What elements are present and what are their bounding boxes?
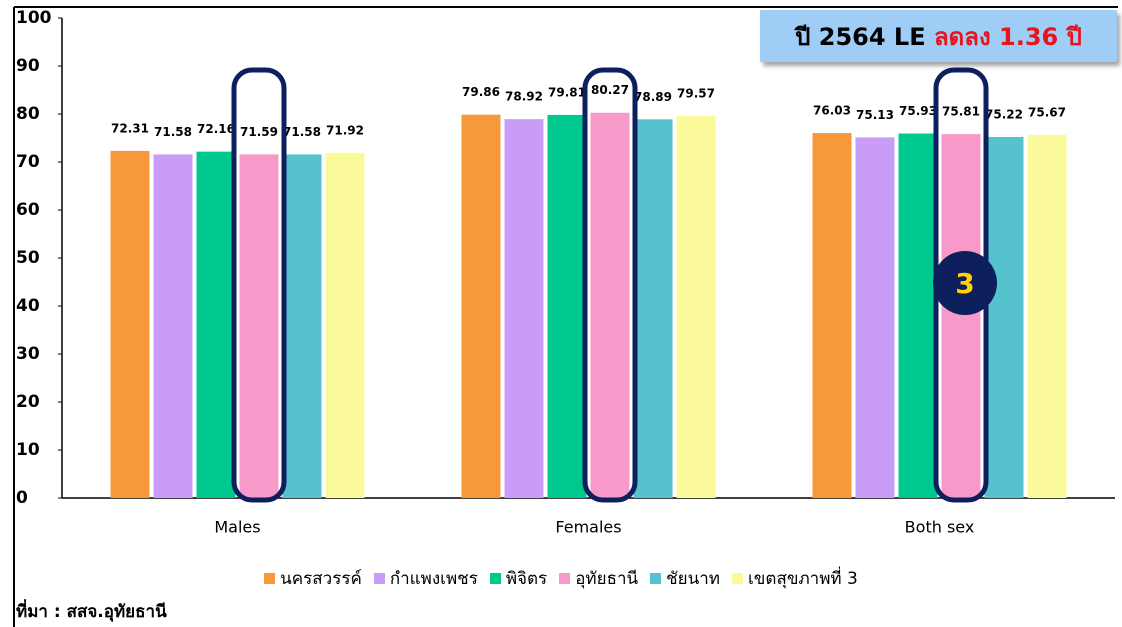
data-label: 75.81 (942, 105, 980, 119)
legend-label: อุทัยธานี (575, 569, 639, 589)
bar (153, 154, 193, 498)
bar (110, 150, 150, 499)
source: ที่มา : สสจ.อุทัยธานี (16, 602, 167, 622)
data-label: 80.27 (591, 83, 629, 97)
y-tick-label: 10 (16, 440, 40, 460)
bar (547, 114, 587, 499)
legend-label: พิจิตร (505, 569, 548, 589)
data-label: 75.22 (985, 107, 1023, 121)
x-tick-label: Males (214, 518, 260, 537)
y-tick-label: 20 (16, 392, 40, 412)
plot: 0 10 20 30 40 50 60 70 80 90 100 Males 72.31 71.58 72.… (16, 8, 1115, 537)
data-label: 72.16 (197, 122, 235, 136)
annotation-text: ปี 2564 LE (795, 22, 934, 51)
y-tick-label: 30 (16, 344, 40, 364)
data-label: 75.67 (1028, 105, 1066, 119)
bar (461, 114, 501, 498)
y-tick-label: 50 (16, 248, 40, 268)
legend-item: อุทัยธานี (559, 565, 638, 592)
annotation-highlight: ลดลง 1.36 ปี (933, 22, 1082, 51)
legend-swatch (559, 573, 571, 584)
legend-item: นครสวรรค์ (264, 565, 362, 592)
y-tick-label: 60 (16, 200, 40, 220)
legend-label: ชัยนาท (666, 569, 720, 589)
bar (633, 119, 673, 498)
bar (676, 116, 716, 499)
bar (812, 133, 852, 498)
legend-item: เขตสุขภาพที่ 3 (731, 565, 858, 592)
legend-label: เขตสุขภาพที่ 3 (747, 569, 858, 589)
bar (855, 137, 895, 498)
bar (504, 119, 544, 499)
data-label: 78.89 (634, 90, 672, 104)
bar (1027, 134, 1067, 498)
y-tick-label: 90 (16, 56, 40, 76)
legend-label: นครสวรรค์ (280, 569, 362, 589)
x-tick-label: Both sex (905, 518, 975, 537)
y-tick-label: 40 (16, 296, 40, 316)
y-tick-label: 100 (16, 8, 52, 28)
annotation: ปี 2564 LE ลดลง 1.36 ปี (760, 10, 1117, 62)
bar (196, 151, 236, 498)
x-tick-label: Females (555, 518, 621, 537)
legend-swatch (489, 573, 501, 584)
data-label: 78.92 (505, 90, 543, 104)
y-tick-label: 70 (16, 152, 40, 172)
data-label: 71.59 (240, 125, 278, 139)
legend: นครสวรรค์ กำแพงเพชร พิจิตร อุทัยธานี ชัยนาท เ… (0, 565, 1122, 592)
legend-item: กำแพงเพชร (373, 565, 478, 592)
bar (325, 152, 365, 498)
legend-label: กำแพงเพชร (389, 569, 478, 589)
bar (590, 112, 630, 498)
bar (282, 154, 322, 498)
highlight-frame (231, 67, 287, 503)
legend-item: พิจิตร (489, 565, 548, 592)
bar (984, 136, 1024, 498)
data-label: 72.31 (111, 121, 149, 135)
legend-swatch (731, 573, 743, 584)
legend-item: ชัยนาท (650, 565, 720, 592)
data-label: 76.03 (813, 104, 851, 118)
data-label: 75.93 (899, 104, 937, 118)
highlight-frame (582, 67, 638, 503)
legend-swatch (650, 573, 662, 584)
data-label: 79.81 (548, 85, 586, 99)
data-label: 79.57 (677, 87, 715, 101)
data-label: 71.92 (326, 123, 364, 137)
badge-circle (933, 251, 997, 315)
y-tick-label: 80 (16, 104, 40, 124)
bar (239, 154, 279, 499)
bar (898, 133, 938, 498)
legend-swatch (264, 573, 276, 584)
badge-text: 3 (955, 267, 974, 300)
legend-swatch (373, 573, 385, 584)
y-tick-label: 0 (16, 488, 28, 508)
data-label: 75.13 (856, 108, 894, 122)
data-label: 71.58 (154, 125, 192, 139)
bar (941, 134, 981, 498)
data-label: 71.58 (283, 125, 321, 139)
data-label: 79.86 (462, 85, 500, 99)
